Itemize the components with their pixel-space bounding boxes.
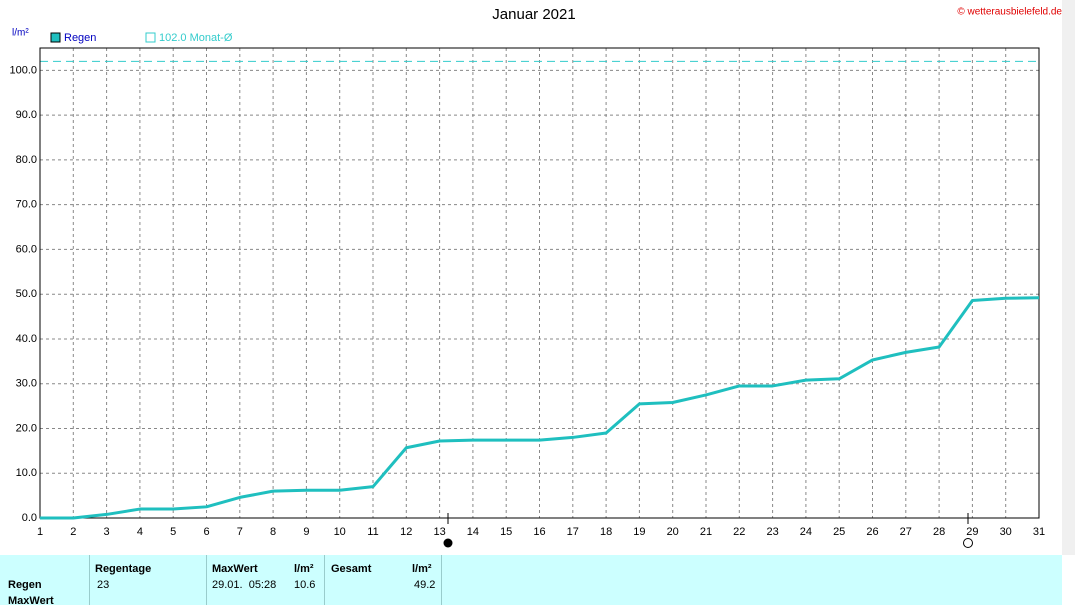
- table-header: Gesamt: [331, 563, 372, 575]
- summary-table: Regentage MaxWert l/m² Gesamt l/m² Regen…: [0, 555, 1062, 607]
- y-tick-label: 20.0: [16, 422, 37, 434]
- row-label: MaxWert: [8, 595, 54, 607]
- x-tick-label: 9: [303, 526, 309, 538]
- x-tick-label: 30: [1000, 526, 1012, 538]
- table-cell: 49.2: [414, 579, 436, 591]
- x-tick-label: 22: [733, 526, 745, 538]
- x-tick-label: 19: [633, 526, 645, 538]
- y-tick-label: 60.0: [16, 243, 37, 255]
- y-tick-label: 100.0: [9, 64, 37, 76]
- data-line: [40, 296, 1040, 520]
- x-tick-label: 13: [433, 526, 445, 538]
- chart-title: Januar 2021: [492, 6, 575, 23]
- y-tick-label: 50.0: [16, 288, 37, 300]
- x-tick-label: 11: [367, 526, 378, 538]
- table-header: l/m²: [294, 563, 314, 575]
- side-strip: [1062, 0, 1075, 555]
- table-cell: 23: [97, 579, 110, 591]
- x-tick-label: 3: [104, 526, 110, 538]
- x-tick-label: 18: [600, 526, 612, 538]
- chart: Januar 2021 © wetterausbielefeld.de l/m²…: [9, 0, 1075, 555]
- y-axis-label: l/m²: [12, 28, 29, 39]
- credit: © wetterausbielefeld.de: [957, 7, 1062, 18]
- y-tick-label: 10.0: [16, 467, 37, 479]
- marker: [443, 538, 453, 548]
- legend-swatch: [145, 32, 156, 43]
- x-tick-label: 21: [700, 526, 712, 538]
- legend-label: 102.0 Monat-Ø: [159, 32, 233, 44]
- x-tick-label: 2: [70, 526, 76, 538]
- x-tick-label: 26: [866, 526, 878, 538]
- y-tick-label: 90.0: [16, 109, 37, 121]
- x-tick-label: 28: [933, 526, 945, 538]
- x-tick-label: 29: [966, 526, 978, 538]
- y-tick-label: 30.0: [16, 378, 37, 390]
- row-label: Regen: [8, 579, 42, 591]
- plot-frame: [39, 47, 1040, 519]
- y-tick-label: 80.0: [16, 154, 37, 166]
- x-tick-label: 7: [237, 526, 243, 538]
- x-tick-label: 12: [400, 526, 412, 538]
- x-tick-label: 8: [270, 526, 276, 538]
- y-tick-label: 40.0: [16, 333, 37, 345]
- x-tick-label: 25: [833, 526, 845, 538]
- x-tick-label: 14: [467, 526, 479, 538]
- x-tick-label: 1: [37, 526, 43, 538]
- table-header: Regentage: [95, 563, 152, 575]
- y-tick-label: 0.0: [22, 512, 37, 524]
- x-tick-label: 31: [1033, 526, 1045, 538]
- x-tick-label: 10: [334, 526, 346, 538]
- x-tick-label: 4: [137, 526, 143, 538]
- legend-label: Regen: [64, 32, 96, 44]
- x-tick-label: 23: [766, 526, 778, 538]
- x-tick-label: 20: [667, 526, 679, 538]
- table-header: l/m²: [412, 563, 432, 575]
- x-tick-label: 27: [900, 526, 912, 538]
- x-tick-label: 24: [800, 526, 812, 538]
- x-tick-label: 5: [170, 526, 176, 538]
- x-tick-label: 17: [567, 526, 579, 538]
- marker: [963, 538, 973, 548]
- table-cell: 10.6: [294, 579, 316, 591]
- x-tick-label: 15: [500, 526, 512, 538]
- table-cell: 29.01. 05:28: [212, 579, 277, 591]
- table-header: MaxWert: [212, 563, 258, 575]
- x-tick-label: 6: [203, 526, 209, 538]
- y-tick-label: 70.0: [16, 199, 37, 211]
- x-tick-label: 16: [533, 526, 545, 538]
- legend-swatch: [50, 32, 61, 43]
